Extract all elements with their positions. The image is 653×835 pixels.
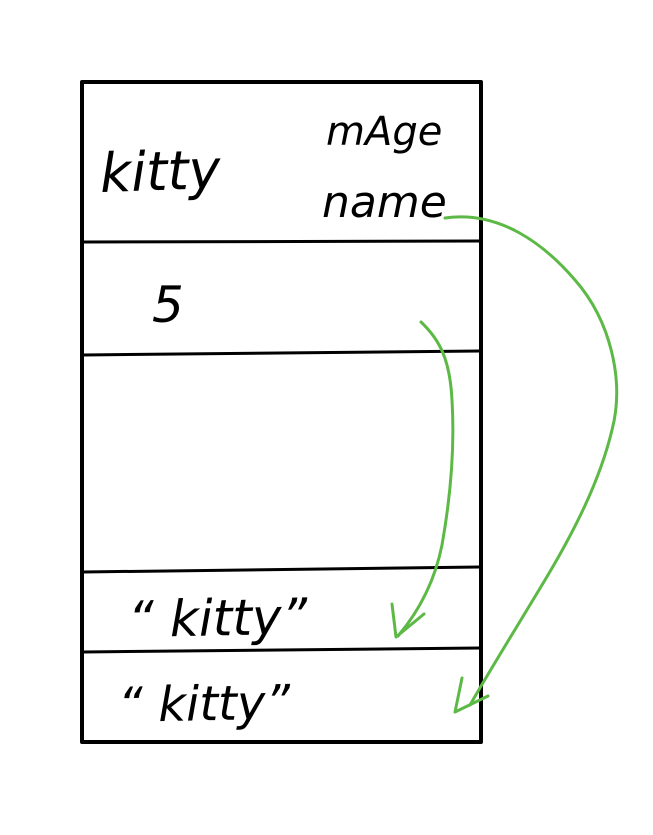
name-pointer-arrow (443, 215, 619, 707)
name-pointer-arrowhead (453, 676, 490, 714)
divider-2 (82, 349, 481, 357)
age-value: 5 (152, 276, 184, 334)
string-literal-2: “ kitty” (118, 675, 292, 734)
divider-3 (82, 565, 481, 574)
object-label: kitty (99, 138, 223, 205)
member-name: name (322, 177, 447, 228)
value-pointer-arrowhead (390, 602, 426, 639)
divider-1 (82, 239, 481, 244)
string-literal-1: “ kitty” (128, 588, 309, 649)
memory-block-outline (80, 80, 483, 744)
divider-4 (82, 646, 481, 654)
value-pointer-arrow (396, 320, 455, 638)
member-mage: mAge (326, 109, 442, 155)
